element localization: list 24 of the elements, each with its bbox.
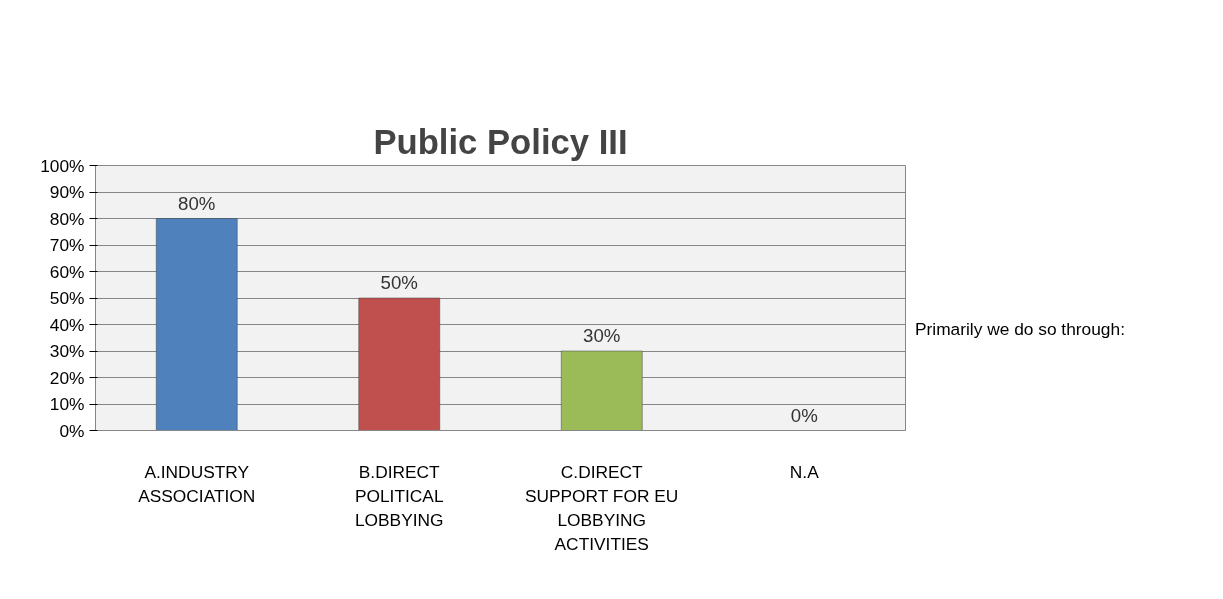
chart-title: Public Policy III — [373, 122, 628, 161]
data-label: 50% — [380, 272, 418, 293]
data-label: 30% — [583, 325, 621, 346]
y-tick-label: 60% — [49, 261, 85, 282]
bar — [358, 297, 440, 431]
y-tick-label: 80% — [49, 208, 85, 229]
y-tick-label: 100% — [40, 155, 85, 176]
bar — [156, 218, 238, 431]
y-tick-label: 50% — [49, 288, 85, 308]
y-tick-label: 70% — [49, 235, 85, 255]
data-label: 0% — [790, 404, 818, 426]
data-label: 80% — [178, 192, 216, 214]
y-tick-label: 90% — [49, 182, 85, 202]
text: Primarily we do so through: — [915, 318, 1125, 341]
x-tick-label: C.DIRECT SUPPORT FOR EU LOBBYING ACTIVITIES — [524, 461, 679, 554]
x-tick-label: B.DIRECT POLITICAL LOBBYING — [354, 461, 444, 530]
y-tick-label: 0% — [59, 420, 85, 441]
y-tick-label: 30% — [49, 341, 85, 361]
y-tick-label: 10% — [49, 394, 85, 414]
y-tick-label: 20% — [49, 367, 85, 388]
x-tick-label: N.A — [789, 461, 820, 482]
bar — [561, 350, 643, 431]
y-tick-label: 40% — [49, 314, 85, 335]
x-tick-label: A.INDUSTRY ASSOCIATION — [138, 461, 256, 506]
